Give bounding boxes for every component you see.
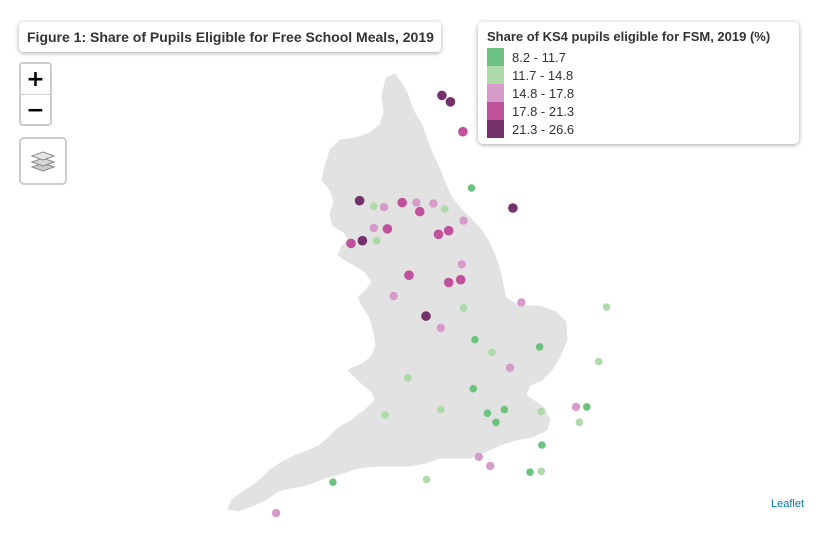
school-marker[interactable] [443, 225, 454, 236]
school-marker[interactable] [535, 343, 544, 351]
school-marker[interactable] [404, 374, 412, 382]
legend-item: 11.7 - 14.8 [487, 66, 790, 84]
school-marker[interactable] [455, 274, 466, 285]
school-marker[interactable] [443, 277, 454, 288]
map-title-text: Figure 1: Share of Pupils Eligible for F… [27, 29, 434, 45]
legend-swatch [487, 102, 504, 120]
school-marker[interactable] [357, 235, 368, 246]
legend-item: 8.2 - 11.7 [487, 48, 790, 66]
school-marker[interactable] [459, 216, 468, 225]
school-marker[interactable] [474, 452, 483, 461]
layers-control-button[interactable] [19, 137, 67, 185]
school-marker[interactable] [441, 205, 449, 213]
legend-label: 14.8 - 17.8 [512, 85, 575, 101]
school-marker[interactable] [329, 478, 337, 487]
school-marker[interactable] [433, 229, 444, 240]
legend-item: 21.3 - 26.6 [487, 120, 790, 138]
school-marker[interactable] [467, 184, 476, 192]
legend-label: 17.8 - 21.3 [512, 103, 575, 119]
school-marker[interactable] [429, 199, 438, 208]
england-landmass [227, 73, 568, 512]
map-title: Figure 1: Share of Pupils Eligible for F… [19, 22, 441, 52]
school-marker[interactable] [421, 311, 431, 321]
school-marker[interactable] [505, 363, 515, 372]
school-marker[interactable] [483, 409, 492, 418]
school-marker[interactable] [381, 411, 389, 419]
school-marker[interactable] [422, 475, 431, 484]
school-marker[interactable] [404, 270, 414, 281]
school-marker[interactable] [526, 468, 534, 477]
legend-label: 21.3 - 26.6 [512, 121, 575, 137]
school-marker[interactable] [583, 403, 591, 411]
school-marker[interactable] [436, 323, 445, 333]
marker-layer [271, 90, 611, 518]
legend-label: 8.2 - 11.7 [512, 49, 566, 65]
legend-label: 11.7 - 14.8 [512, 67, 574, 83]
school-marker[interactable] [508, 203, 518, 213]
school-marker[interactable] [594, 357, 603, 366]
school-marker[interactable] [370, 202, 378, 210]
school-marker[interactable] [469, 384, 478, 393]
legend-item: 17.8 - 21.3 [487, 102, 790, 120]
legend-swatch [487, 120, 504, 138]
school-marker[interactable] [537, 407, 546, 416]
school-marker[interactable] [397, 197, 408, 208]
zoom-control: + − [19, 62, 52, 126]
zoom-out-button[interactable]: − [26, 97, 45, 123]
legend-items: 8.2 - 11.7 11.7 - 14.8 14.8 - 17.8 17.8 - 2… [487, 48, 790, 138]
school-marker[interactable] [517, 298, 526, 307]
school-marker[interactable] [437, 90, 447, 101]
school-marker[interactable] [500, 405, 509, 414]
layers-icon [30, 151, 56, 172]
school-marker[interactable] [457, 260, 466, 269]
school-marker[interactable] [437, 405, 445, 414]
legend: Share of KS4 pupils eligible for FSM, 20… [478, 22, 799, 144]
school-marker[interactable] [415, 206, 425, 217]
school-marker[interactable] [459, 304, 468, 312]
school-marker[interactable] [369, 223, 378, 233]
legend-swatch [487, 48, 504, 66]
legend-swatch [487, 84, 504, 102]
school-marker[interactable] [492, 418, 500, 427]
school-marker[interactable] [354, 195, 365, 206]
legend-title: Share of KS4 pupils eligible for FSM, 20… [487, 29, 771, 44]
school-marker[interactable] [575, 418, 584, 427]
school-marker[interactable] [471, 335, 479, 344]
school-marker[interactable] [488, 348, 496, 357]
school-marker[interactable] [389, 291, 398, 301]
school-marker[interactable] [271, 508, 281, 518]
school-marker[interactable] [372, 236, 381, 245]
school-marker[interactable] [382, 224, 393, 234]
school-marker[interactable] [571, 402, 581, 412]
school-marker[interactable] [602, 303, 611, 311]
zoom-in-button[interactable]: + [21, 64, 50, 95]
school-marker[interactable] [379, 202, 389, 212]
school-marker[interactable] [346, 238, 356, 249]
school-marker[interactable] [412, 198, 421, 207]
school-marker[interactable] [458, 126, 468, 137]
leaflet-attribution-link[interactable]: Leaflet [770, 498, 804, 510]
school-marker[interactable] [445, 97, 456, 107]
school-marker[interactable] [538, 441, 546, 449]
school-marker[interactable] [537, 467, 546, 476]
legend-item: 14.8 - 17.8 [487, 84, 790, 102]
school-marker[interactable] [486, 461, 495, 471]
legend-swatch [487, 66, 504, 84]
